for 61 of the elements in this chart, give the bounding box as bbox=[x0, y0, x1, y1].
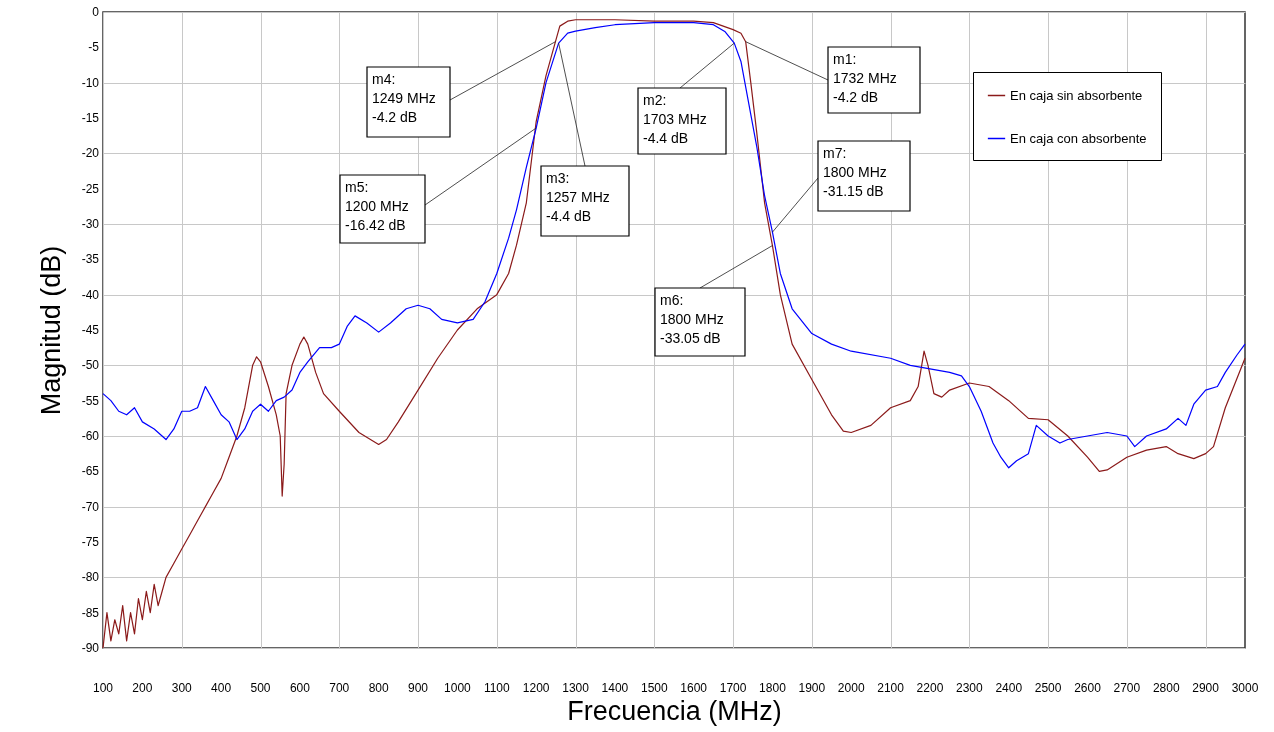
x-tick-label: 2700 bbox=[1113, 681, 1141, 695]
line-series bbox=[102, 22, 1246, 469]
x-tick-label: 400 bbox=[211, 681, 232, 695]
y-tick-label: -55 bbox=[81, 393, 100, 408]
x-tick-label: 1400 bbox=[601, 681, 629, 695]
x-tick-label: 1100 bbox=[483, 681, 511, 695]
x-tick-label: 1000 bbox=[444, 681, 472, 695]
legend-label: En caja con absorbente bbox=[1010, 130, 1147, 146]
x-tick-label: 1200 bbox=[522, 681, 550, 695]
annotation: m2: 1703 MHz -4.4 dB bbox=[643, 92, 707, 146]
y-tick-label: -80 bbox=[81, 570, 100, 585]
y-tick-label: -65 bbox=[81, 464, 100, 479]
y-tick-label: -30 bbox=[81, 217, 100, 231]
x-tick-label: 1700 bbox=[719, 681, 747, 695]
y-tick-label: -25 bbox=[81, 181, 100, 196]
x-tick-label: 2300 bbox=[955, 681, 984, 695]
y-tick-label: -45 bbox=[81, 323, 100, 337]
y-tick-label: -90 bbox=[81, 641, 100, 655]
x-tick-label: 2400 bbox=[995, 681, 1023, 695]
y-tick-label: -50 bbox=[81, 358, 100, 373]
x-tick-label: 700 bbox=[329, 681, 350, 695]
x-tick-label: 1800 bbox=[759, 681, 787, 695]
annotation: m1: 1732 MHz -4.2 dB bbox=[833, 51, 897, 105]
y-tick-label: -20 bbox=[81, 146, 100, 161]
x-tick-label: 200 bbox=[132, 681, 153, 695]
x-tick-label: 600 bbox=[289, 681, 311, 695]
x-tick-label: 1900 bbox=[798, 681, 826, 695]
y-tick-label: -85 bbox=[81, 605, 100, 620]
annotation: m7: 1800 MHz -31.15 dB bbox=[823, 145, 887, 199]
x-axis-title: Frecuencia (MHz) bbox=[567, 695, 782, 726]
y-tick-label: -5 bbox=[88, 40, 100, 55]
x-tick-label: 2100 bbox=[877, 681, 905, 695]
annotation: m5: 1200 MHz -16.42 dB bbox=[345, 179, 409, 233]
x-tick-label: 500 bbox=[250, 681, 271, 695]
y-tick-label: -15 bbox=[81, 111, 100, 125]
x-tick-label: 2000 bbox=[837, 681, 865, 695]
y-tick-label: -70 bbox=[81, 499, 100, 514]
annotation: m6: 1800 MHz -33.05 dB bbox=[660, 292, 724, 346]
x-tick-label: 1500 bbox=[640, 681, 668, 695]
x-tick-label: 1600 bbox=[680, 681, 708, 695]
x-tick-label: 800 bbox=[368, 681, 389, 695]
x-tick-label: 2600 bbox=[1074, 681, 1102, 695]
x-tick-label: 100 bbox=[92, 681, 114, 695]
y-tick-label: -60 bbox=[81, 429, 100, 443]
x-tick-label: 2900 bbox=[1192, 681, 1220, 695]
y-tick-label: -40 bbox=[81, 287, 100, 302]
x-tick-label: 3000 bbox=[1231, 681, 1259, 695]
x-tick-label: 900 bbox=[408, 681, 429, 695]
annotation: m4: 1249 MHz -4.2 dB bbox=[372, 71, 436, 125]
x-tick-label: 2200 bbox=[916, 681, 944, 695]
legend-label: En caja sin absorbente bbox=[1010, 87, 1143, 103]
y-axis-title: Magnitud (dB) bbox=[35, 245, 66, 416]
y-tick-label: 0 bbox=[92, 5, 100, 19]
y-tick-label: -10 bbox=[81, 75, 100, 90]
annotation: m3: 1257 MHz -4.4 dB bbox=[546, 170, 610, 224]
x-tick-label: 1300 bbox=[562, 681, 590, 695]
y-tick-label: -75 bbox=[81, 535, 100, 549]
y-tick-label: -35 bbox=[81, 252, 100, 267]
x-tick-label: 2800 bbox=[1152, 681, 1180, 695]
x-tick-label: 300 bbox=[171, 681, 193, 695]
x-tick-label: 2500 bbox=[1034, 681, 1062, 695]
